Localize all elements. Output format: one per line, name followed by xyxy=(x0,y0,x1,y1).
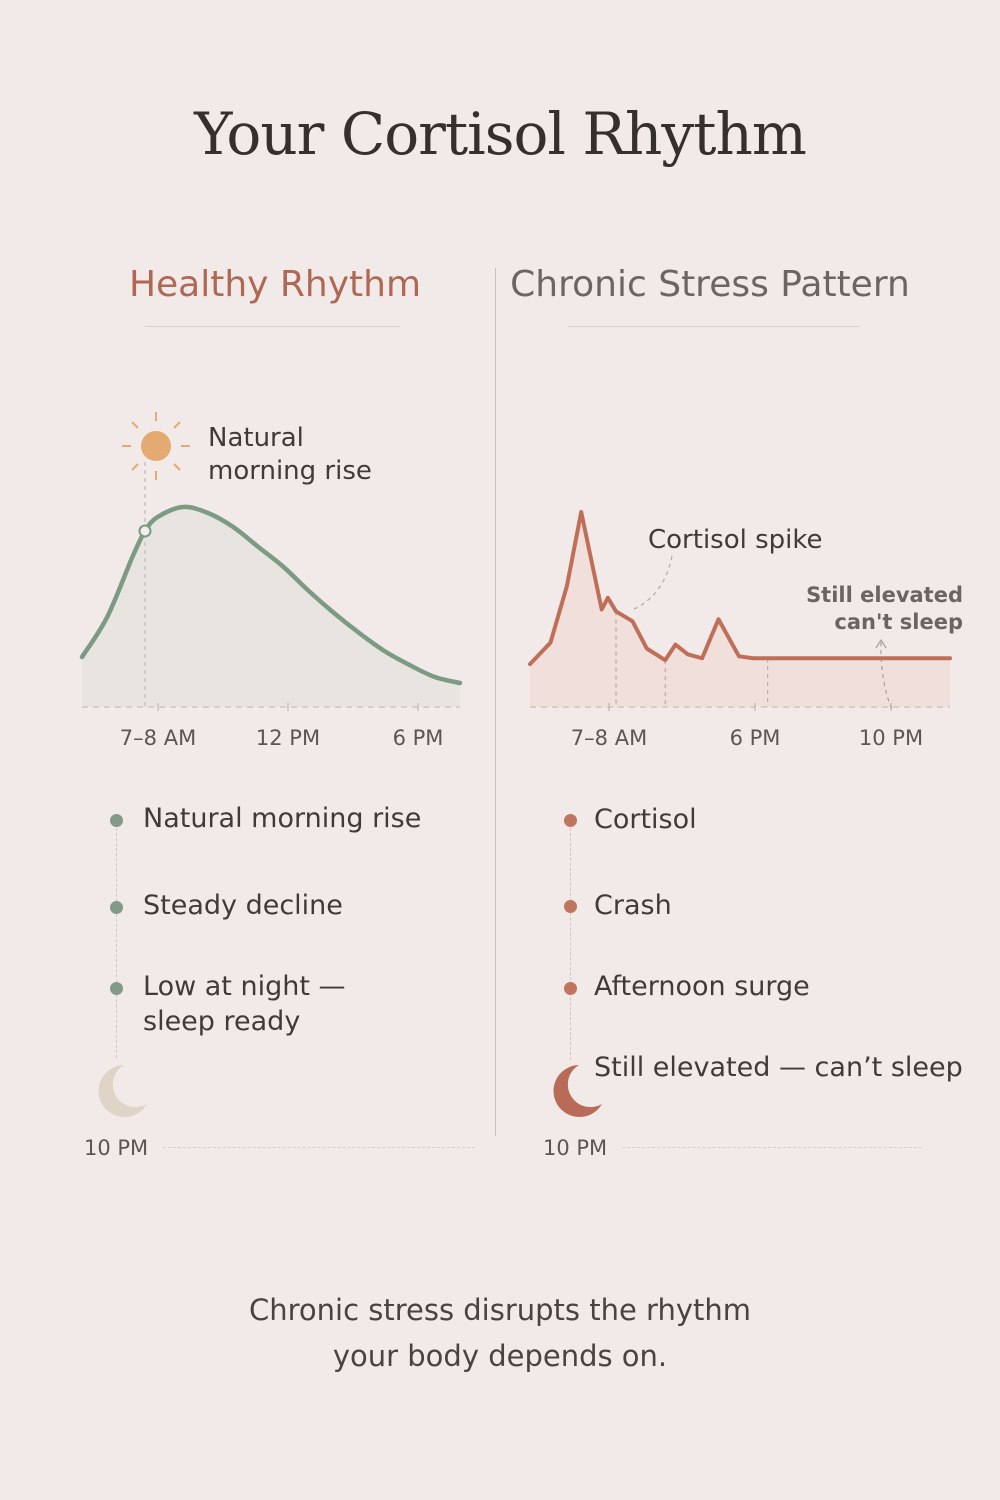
stress-legend-dot xyxy=(564,900,577,913)
healthy-legend-item: Natural morning rise xyxy=(143,803,422,834)
stress-night-rule xyxy=(622,1147,922,1148)
stress-series-line xyxy=(528,510,952,667)
page-title: Your Cortisol Rhythm xyxy=(194,100,807,168)
healthy-series-line xyxy=(79,504,463,686)
footer-line-1: Chronic stress disrupts the rhythm xyxy=(248,1293,752,1327)
healthy-annotation: Natural morning rise xyxy=(208,422,372,488)
healthy-annotation-line-1: Natural xyxy=(208,423,304,453)
footer-text: Chronic stress disrupts the rhythm your … xyxy=(0,1287,1000,1379)
healthy-legend-line: Low at night — xyxy=(143,971,346,1002)
stress-spike-annotation: Cortisol spike xyxy=(648,525,823,555)
stress-elevated-annotation: Still elevated can't sleep xyxy=(770,582,963,636)
footer-line-2: your body depends on. xyxy=(332,1339,668,1373)
stress-heading-rule xyxy=(568,326,860,327)
elevated-callout-line xyxy=(880,641,894,713)
stress-night-label: 10 PM xyxy=(543,1136,608,1160)
healthy-tick-label: 6 PM xyxy=(392,726,444,750)
healthy-legend-dot xyxy=(110,901,123,914)
stress-tick-label: 10 PM xyxy=(858,726,924,750)
stress-elevated-line-2: can't sleep xyxy=(834,610,963,634)
moon-icon xyxy=(553,1065,602,1117)
healthy-legend-item: Low at night — sleep ready xyxy=(143,969,346,1039)
healthy-annotation-line-2: morning rise xyxy=(208,456,372,486)
healthy-heading-rule xyxy=(145,326,400,327)
healthy-night-label: 10 PM xyxy=(84,1136,149,1160)
moon-icon xyxy=(98,1065,147,1117)
spike-callout-line xyxy=(631,555,673,611)
stress-tick-label: 6 PM xyxy=(729,726,781,750)
stress-legend-item: Cortisol xyxy=(594,804,697,835)
stress-legend-dot xyxy=(564,814,577,827)
stress-timeline-line xyxy=(570,828,571,1060)
stress-elevated-line-1: Still elevated xyxy=(806,583,963,607)
stress-chart xyxy=(528,510,952,713)
healthy-legend-dot xyxy=(110,982,123,995)
healthy-legend-item: Steady decline xyxy=(143,890,343,921)
healthy-chart xyxy=(79,462,463,711)
healthy-legend-dot xyxy=(110,814,123,827)
panel-divider xyxy=(495,268,496,1136)
healthy-area-fill xyxy=(82,506,460,707)
healthy-timeline-line xyxy=(116,828,117,1058)
stress-heading: Chronic Stress Pattern xyxy=(510,264,910,305)
healthy-morning-point xyxy=(138,524,152,538)
stress-legend-dot xyxy=(564,982,577,995)
stress-tick-label: 7–8 AM xyxy=(570,726,648,750)
charts-canvas xyxy=(79,412,952,713)
stress-legend-item: Crash xyxy=(594,890,672,921)
healthy-legend-line: sleep ready xyxy=(143,1006,301,1037)
healthy-tick-label: 7–8 AM xyxy=(119,726,197,750)
stress-legend-item: Still elevated — can’t sleep xyxy=(594,1052,963,1083)
healthy-night-rule xyxy=(163,1147,475,1148)
stress-legend-item: Afternoon surge xyxy=(594,971,810,1002)
healthy-heading: Healthy Rhythm xyxy=(128,264,422,305)
elevated-arrow-icon xyxy=(875,638,887,649)
healthy-tick-label: 12 PM xyxy=(255,726,321,750)
sun-icon xyxy=(122,412,190,480)
